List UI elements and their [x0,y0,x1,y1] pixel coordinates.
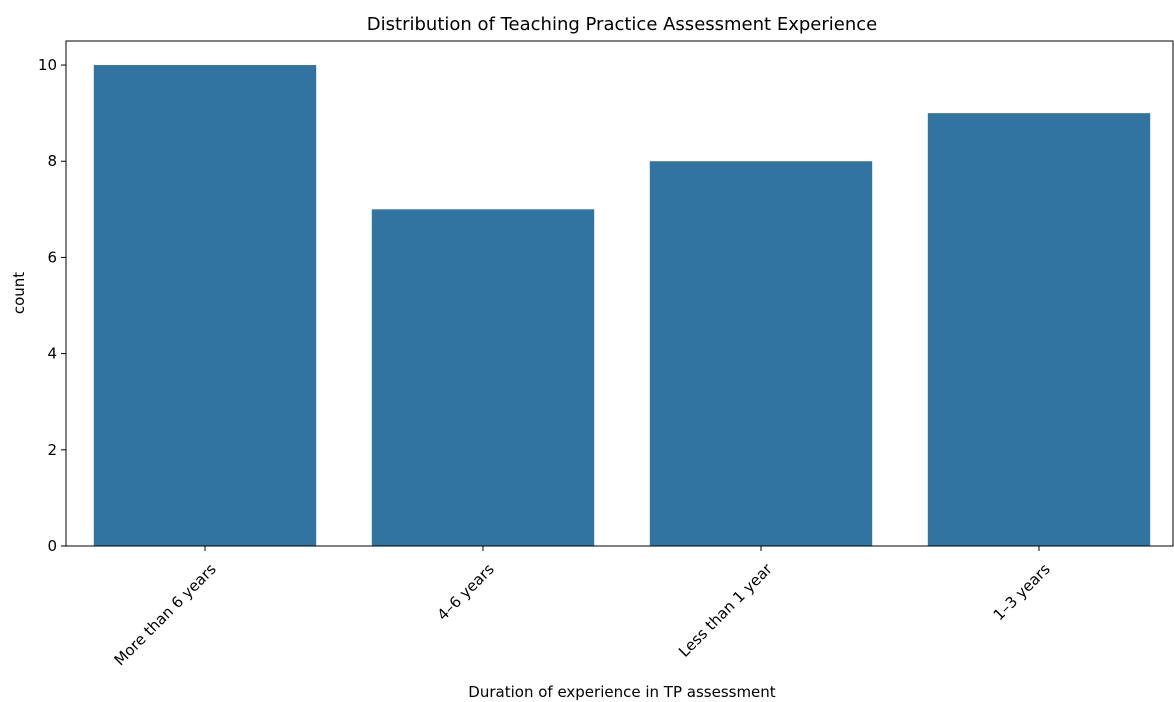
x-tick-label: 1–3 years [990,560,1054,624]
chart-title: Distribution of Teaching Practice Assess… [367,14,877,35]
x-tick-label: 4–6 years [434,560,498,624]
y-tick-label: 2 [47,441,57,459]
y-tick-label: 8 [47,152,57,170]
bar [371,209,595,547]
x-axis-label: Duration of experience in TP assessment [468,683,775,701]
bar [649,161,873,546]
x-tick-label: More than 6 years [111,560,220,669]
y-axis-label: count [10,272,28,314]
bar [927,113,1151,547]
y-tick-label: 0 [47,537,57,555]
bar [93,65,317,547]
y-tick-label: 6 [47,248,57,266]
x-tick-label: Less than 1 year [675,559,776,660]
plot-frame [65,40,1174,547]
y-tick-label: 10 [38,56,57,74]
y-tick-label: 4 [47,345,57,363]
